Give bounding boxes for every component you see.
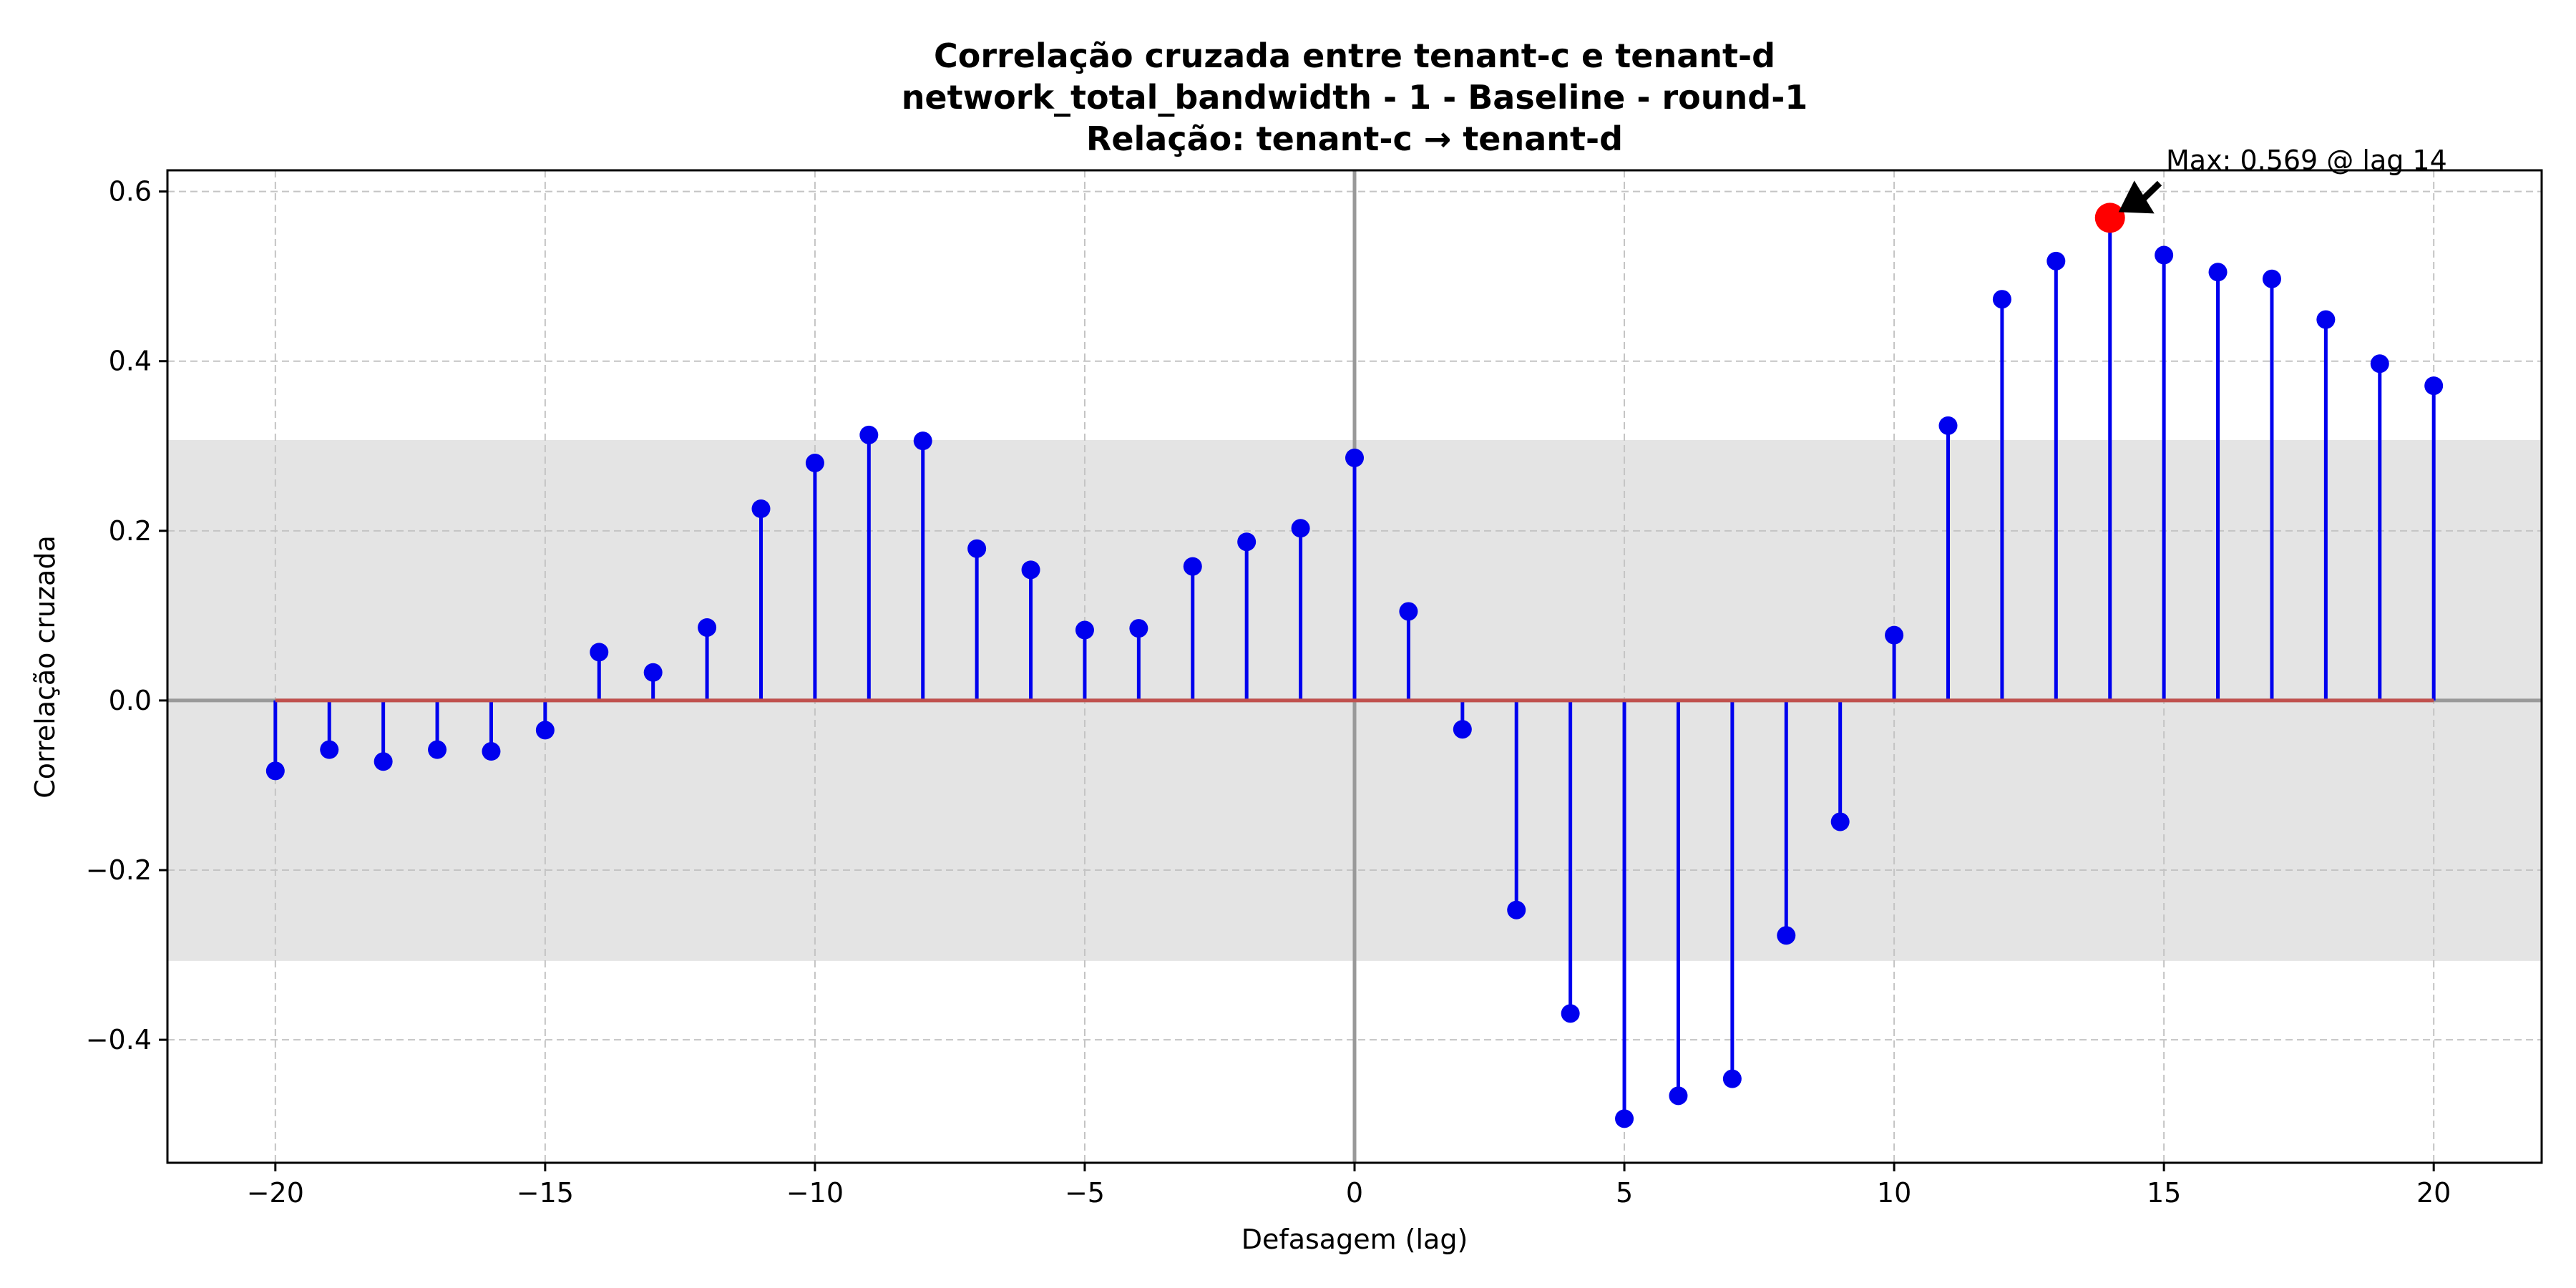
- stem-marker: [2262, 269, 2281, 288]
- title-line-2: network_total_bandwidth - 1 - Baseline -…: [902, 78, 1808, 117]
- stem-marker: [1830, 812, 1850, 831]
- stem-marker: [265, 761, 285, 781]
- stem-marker: [2370, 354, 2389, 374]
- x-tick-label: 0: [1346, 1177, 1363, 1209]
- stem-marker: [374, 752, 393, 771]
- stem-marker: [1183, 557, 1202, 576]
- plot-area: −20 −15 −10 −5 0 5 10 15 20 −0.4 −0.2 0.0 0.2 0.4 0.6: [86, 169, 2543, 1209]
- stem-marker: [967, 539, 987, 558]
- stem-marker: [1291, 519, 1310, 538]
- stem-marker: [751, 499, 771, 519]
- stem-marker: [1129, 619, 1148, 638]
- stem-marker: [1938, 416, 1958, 435]
- x-tick-label: −15: [517, 1177, 574, 1209]
- stem-marker: [1615, 1109, 1634, 1128]
- stem-marker: [2316, 310, 2336, 329]
- title-line-1: Correlação cruzada entre tenant-c e tena…: [934, 36, 1775, 75]
- x-tick-label: 10: [1877, 1177, 1911, 1209]
- stem-marker: [535, 721, 555, 740]
- stem-marker: [1885, 625, 1904, 645]
- x-tick-label: −5: [1065, 1177, 1105, 1209]
- chart-title: Correlação cruzada entre tenant-c e tena…: [902, 36, 1808, 158]
- stem-marker: [698, 618, 717, 637]
- stem-marker: [1722, 1069, 1742, 1088]
- y-tick-label: 0.2: [109, 515, 152, 547]
- stem-marker: [859, 425, 879, 444]
- max-annotation-arrow-head: [2118, 180, 2155, 214]
- stem-marker: [320, 740, 339, 759]
- x-tick-label: 15: [2147, 1177, 2181, 1209]
- stem-marker: [2046, 251, 2066, 270]
- y-tick-label: 0.4: [109, 346, 152, 377]
- max-annotation-label: Max: 0.569 @ lag 14: [2166, 145, 2447, 176]
- x-tick-label: 5: [1616, 1177, 1633, 1209]
- stem-marker: [2155, 245, 2174, 265]
- x-axis-label: Defasagem (lag): [1241, 1224, 1468, 1255]
- stem-marker: [1669, 1086, 1688, 1106]
- max-marker: [2094, 203, 2125, 233]
- stem-marker: [1453, 720, 1472, 739]
- stem-marker: [1399, 602, 1418, 621]
- stem-marker: [2208, 263, 2228, 282]
- stem-marker: [1021, 560, 1040, 580]
- y-axis-label: Correlação cruzada: [29, 535, 61, 799]
- stem-marker: [1237, 532, 1257, 552]
- stem-marker: [1507, 900, 1526, 919]
- stem-marker: [2424, 376, 2444, 396]
- y-tick-label: −0.4: [86, 1024, 152, 1055]
- y-tick-label: 0.0: [109, 685, 152, 716]
- stem-marker: [1075, 620, 1094, 640]
- stem-marker: [590, 643, 609, 662]
- stem-marker: [1992, 290, 2011, 309]
- x-tick-label: 20: [2416, 1177, 2451, 1209]
- stem-marker: [805, 453, 824, 472]
- title-line-3: Relação: tenant-c → tenant-d: [1086, 119, 1623, 158]
- stem-marker: [913, 431, 932, 451]
- stem-marker: [482, 742, 501, 761]
- y-tick-label: −0.2: [86, 854, 152, 886]
- stem-marker: [428, 740, 447, 759]
- x-tick-label: −10: [786, 1177, 844, 1209]
- stem-marker: [1777, 926, 1796, 945]
- stem-marker: [643, 663, 663, 682]
- x-tick-label: −20: [247, 1177, 304, 1209]
- y-tick-label: 0.6: [109, 176, 152, 208]
- stem-marker: [1561, 1004, 1580, 1023]
- stem-marker: [1345, 448, 1364, 467]
